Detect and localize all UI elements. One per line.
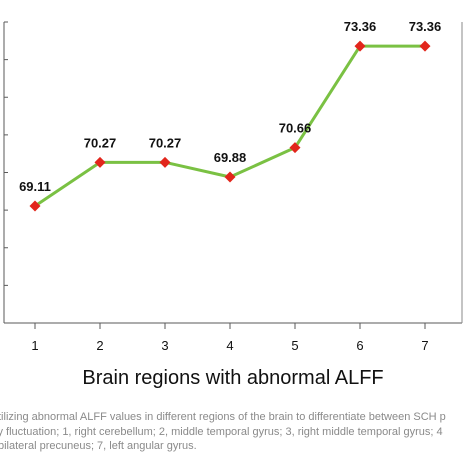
data-label: 73.36 (344, 19, 377, 34)
data-label: 70.66 (279, 121, 312, 136)
data-point-marker (29, 200, 41, 212)
data-point-marker (224, 171, 236, 183)
data-point-marker (94, 156, 106, 168)
data-label: 69.11 (19, 179, 51, 194)
data-point-marker (419, 40, 431, 52)
x-tick-label: 5 (291, 338, 298, 353)
data-label: 73.36 (409, 19, 442, 34)
x-axis-title: Brain regions with abnormal ALFF (82, 367, 383, 389)
line-chart: 1 2 3 4 5 6 7 69.11 70.27 70.27 69.88 70.66 73.36 73… (3, 19, 463, 389)
data-label: 70.27 (149, 135, 182, 150)
data-label: 69.88 (214, 150, 247, 165)
x-tick-label: 7 (421, 338, 428, 353)
data-point-marker (354, 40, 366, 52)
data-point-markers (29, 40, 431, 212)
data-point-marker (159, 156, 171, 168)
x-tick-label: 4 (226, 338, 233, 353)
data-label: 70.27 (84, 135, 117, 150)
figure-caption: tilizing abnormal ALFF values in differe… (0, 410, 474, 454)
x-axis-tick-labels: 1 2 3 4 5 6 7 (31, 338, 428, 353)
x-tick-label: 1 (31, 338, 38, 353)
x-tick-label: 6 (356, 338, 363, 353)
x-axis-ticks (34, 323, 426, 329)
caption-line: bilateral precuneus; 7, left angular gyr… (0, 440, 197, 452)
y-axis-ticks (4, 21, 8, 324)
x-tick-label: 2 (96, 338, 103, 353)
chart-axes (3, 22, 463, 324)
x-tick-label: 3 (161, 338, 168, 353)
caption-line: tilizing abnormal ALFF values in differe… (0, 411, 446, 423)
data-labels: 69.11 70.27 70.27 69.88 70.66 73.36 73.36 (19, 19, 441, 194)
data-point-marker (289, 142, 301, 154)
caption-line: cy fluctuation; 1, right cerebellum; 2, … (0, 425, 443, 438)
